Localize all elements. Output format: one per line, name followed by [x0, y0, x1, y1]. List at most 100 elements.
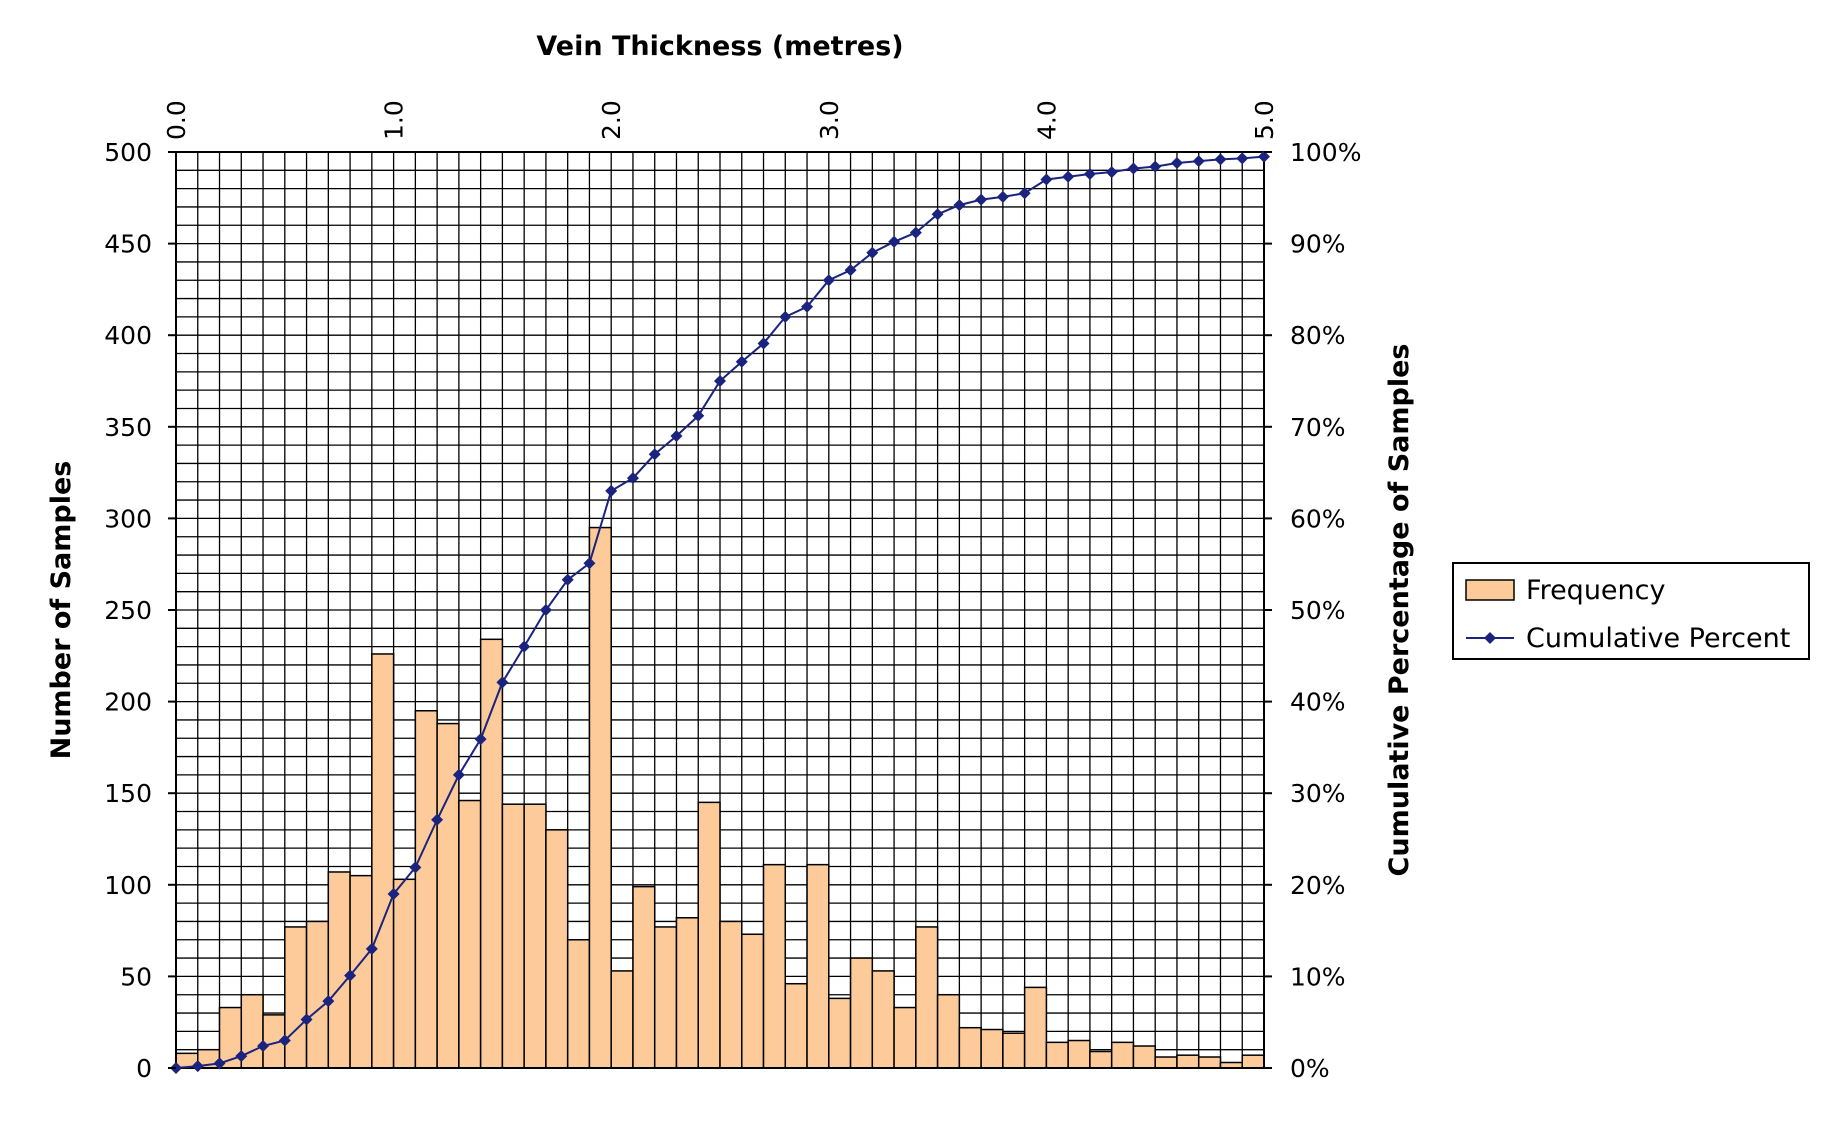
x-axis-ticks: 0.0 1.0 2.0 3.0 4.0 5.0: [162, 100, 1279, 140]
frequency-bar: [675, 917, 699, 1069]
cumulative-percent-point: [1040, 173, 1053, 186]
y-tick-label: 100: [104, 871, 152, 900]
cumulative-percent-point: [387, 887, 400, 900]
cumulative-percent-point: [300, 1013, 313, 1026]
cumulative-percent-point: [278, 1034, 291, 1047]
frequency-bar: [501, 803, 525, 1069]
cumulative-percent-point: [1062, 170, 1075, 183]
frequency-bar: [610, 970, 634, 1069]
cumulative-percent-point: [1083, 167, 1096, 180]
frequency-bar: [327, 871, 351, 1069]
y-axis-ticks: 0 50 100 150 200 250 300 350 400 450 500: [104, 138, 176, 1083]
frequency-bar: [1132, 1045, 1156, 1069]
cumulative-percent-point: [605, 484, 618, 497]
frequency-bar: [915, 926, 939, 1069]
cumulative-percent-point: [518, 640, 531, 653]
y-tick-label: 300: [104, 504, 152, 533]
y-tick-label: 500: [104, 138, 152, 167]
frequency-bar: [1176, 1054, 1200, 1069]
cumulative-percent-point: [1214, 153, 1227, 166]
frequency-bar: [305, 920, 330, 1069]
x-tick-label: 0.0: [162, 100, 191, 140]
cumulative-percent-point: [539, 604, 552, 616]
frequency-bar: [653, 926, 678, 1069]
frequency-bar: [719, 920, 743, 1069]
frequency-bar: [806, 863, 830, 1069]
frequency-bar: [871, 970, 895, 1069]
frequency-bar: [980, 1028, 1004, 1069]
frequency-bar: [371, 653, 395, 1069]
y2-tick-label: 70%: [1290, 413, 1346, 442]
cumulative-percent-point: [409, 861, 422, 874]
x-tick-label: 5.0: [1250, 100, 1279, 140]
frequency-bar: [893, 1006, 917, 1069]
x-tick-label: 4.0: [1032, 100, 1061, 140]
frequency-bar: [458, 799, 482, 1069]
cumulative-percent-point: [953, 199, 966, 212]
cumulative-percent-point: [344, 969, 357, 982]
y2-tick-label: 0%: [1290, 1054, 1330, 1083]
cumulative-percent-point: [801, 300, 814, 313]
x-tick-label: 2.0: [597, 100, 626, 140]
cumulative-percent-point: [452, 768, 465, 781]
y2-axis-ticks: 0% 10% 20% 30% 40% 50% 60% 70% 80% 90% 100%: [1264, 138, 1361, 1083]
cumulative-percent-point: [496, 676, 509, 689]
frequency-bar: [414, 710, 438, 1069]
y-tick-label: 0: [136, 1054, 152, 1083]
frequency-bar: [1154, 1056, 1178, 1069]
frequency-bar: [1023, 986, 1048, 1069]
y2-tick-label: 90%: [1290, 230, 1346, 259]
frequency-bar: [284, 926, 308, 1069]
y2-tick-label: 20%: [1290, 871, 1346, 900]
cumulative-percent-point: [757, 337, 770, 350]
cumulative-percent-point: [583, 557, 596, 570]
cumulative-percent-point: [670, 429, 683, 442]
cumulative-percent-point: [735, 355, 748, 368]
x-axis-title: Vein Thickness (metres): [536, 31, 903, 62]
cumulative-percent-point: [626, 472, 639, 485]
cumulative-percent-point: [1127, 162, 1140, 175]
y-tick-label: 200: [104, 688, 152, 717]
frequency-bar: [1110, 1041, 1135, 1069]
cumulative-percent-point: [1192, 155, 1205, 168]
legend: Frequency Cumulative Percent: [1452, 562, 1810, 660]
legend-cumulative-marker: [1484, 632, 1496, 644]
y2-tick-label: 80%: [1290, 321, 1346, 350]
y2-tick-label: 30%: [1290, 779, 1346, 808]
frequency-bar: [479, 638, 504, 1069]
frequency-bar: [936, 993, 961, 1069]
y2-tick-label: 40%: [1290, 688, 1346, 717]
y-tick-label: 450: [104, 230, 152, 259]
cumulative-percent-point: [648, 448, 661, 461]
cumulative-percent-point: [365, 942, 378, 955]
frequency-bar: [1197, 1056, 1222, 1069]
legend-frequency-swatch: [1465, 579, 1515, 601]
y2-tick-label: 50%: [1290, 596, 1346, 625]
y-axis-title: Number of Samples: [46, 461, 77, 760]
cumulative-percent-point: [866, 246, 879, 259]
frequency-bar: [588, 526, 612, 1069]
cumulative-percent-point: [844, 264, 857, 277]
frequency-bar: [697, 801, 721, 1069]
frequency-bar: [523, 803, 547, 1069]
cumulative-percent-point: [779, 310, 792, 323]
frequency-bar: [784, 982, 808, 1069]
cumulative-percent-point: [714, 375, 726, 387]
frequency-bar: [762, 863, 787, 1069]
y-tick-label: 150: [104, 779, 152, 808]
frequency-bar: [958, 1026, 982, 1069]
y2-tick-label: 10%: [1290, 962, 1346, 991]
y2-axis-title: Cumulative Percentage of Samples: [1384, 344, 1415, 877]
cumulative-percent-point: [975, 193, 988, 206]
cumulative-percent-point: [1258, 150, 1270, 163]
legend-cumulative-label: Cumulative Percent: [1526, 623, 1790, 654]
frequency-bar: [392, 878, 417, 1069]
cumulative-percent-point: [213, 1057, 226, 1070]
y2-tick-label: 100%: [1290, 138, 1361, 167]
cumulative-percent-point: [431, 813, 444, 826]
cumulative-percent-point: [322, 995, 335, 1008]
cumulative-percent-point: [996, 190, 1009, 203]
cumulative-percent-point: [1170, 156, 1183, 169]
cumulative-percent-point: [1236, 152, 1249, 165]
